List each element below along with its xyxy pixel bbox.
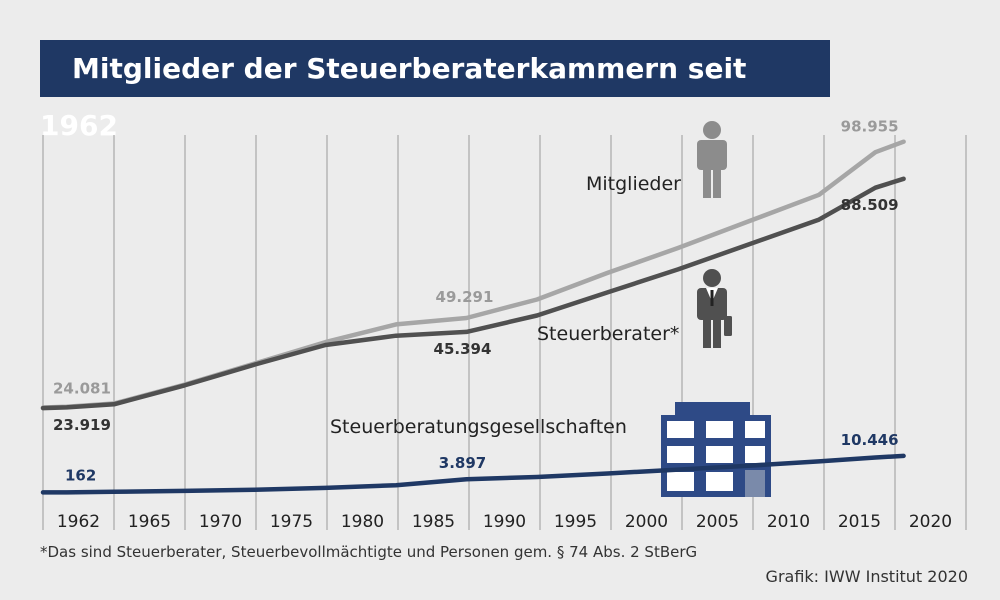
office-building-icon (661, 402, 771, 497)
x-tick-label: 1995 (554, 512, 597, 532)
x-tick-label: 1990 (483, 512, 526, 532)
data-label: 162 (65, 466, 96, 484)
x-tick-label: 2005 (696, 512, 739, 532)
series-line (40, 453, 906, 495)
x-tick-label: 1970 (199, 512, 242, 532)
x-tick-label: 1975 (270, 512, 313, 532)
data-label: 24.081 (53, 380, 111, 398)
x-tick-label: 1985 (412, 512, 455, 532)
data-label: 88.509 (841, 196, 899, 214)
series-name-label: Mitglieder (586, 173, 681, 195)
person-icon (697, 121, 727, 198)
data-label: 23.919 (53, 416, 111, 434)
data-label: 49.291 (436, 288, 494, 306)
x-tick-label: 2015 (838, 512, 881, 532)
x-tick-label: 1980 (341, 512, 384, 532)
data-label: 45.394 (434, 340, 492, 358)
series-name-labels: Mitglieder Steuerberater* Steuerberatungsg… (330, 173, 681, 438)
grid-lines (42, 135, 967, 530)
series-name-label: Steuerberatungsgesellschaften (330, 416, 627, 438)
series-lines (40, 139, 906, 495)
series-line (40, 139, 906, 410)
series-line (40, 176, 906, 411)
x-tick-label: 1962 (57, 512, 100, 532)
x-tick-label: 2000 (625, 512, 668, 532)
footnote: *Das sind Steuerberater, Steuerbevollmäc… (40, 543, 698, 561)
x-tick-label: 2010 (767, 512, 810, 532)
x-tick-label: 1965 (128, 512, 171, 532)
data-label: 98.955 (841, 118, 899, 136)
x-tick-labels: 1962 1965 1970 1975 1980 1985 1990 1995 2000 2005… (57, 512, 952, 532)
businessman-icon (697, 269, 732, 348)
data-labels: 24.081 23.919 162 49.291 45.394 3.897 98.955 88… (53, 118, 899, 485)
data-label: 3.897 (439, 454, 486, 472)
x-tick-label: 2020 (909, 512, 952, 532)
credit-line: Grafik: IWW Institut 2020 (765, 567, 968, 586)
page-title: Mitglieder der Steuerberaterkammern seit… (40, 40, 830, 142)
data-label: 10.446 (841, 431, 899, 449)
series-name-label: Steuerberater* (537, 323, 679, 345)
